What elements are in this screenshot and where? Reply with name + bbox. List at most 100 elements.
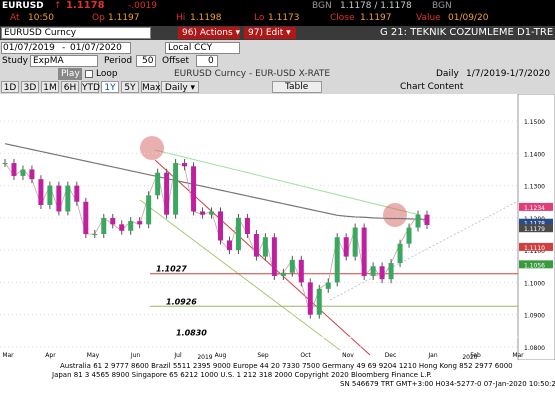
candle (307, 282, 313, 315)
x-tick-label: Sep (257, 352, 269, 359)
candle (101, 217, 107, 235)
candle (11, 163, 17, 176)
loop: Loop (96, 69, 118, 79)
y-tick-label: 1.0900 (524, 313, 545, 320)
label: Value (416, 13, 441, 23)
trend-channel (139, 199, 341, 351)
candle (397, 243, 403, 264)
period-input[interactable] (136, 55, 156, 67)
candle (325, 282, 331, 289)
y-tick-label: 1.1500 (524, 119, 545, 126)
source: BGN (432, 1, 452, 11)
candle (334, 237, 340, 283)
frequency: Daily (436, 69, 459, 79)
y-tick-label: 1.1300 (524, 184, 545, 191)
price-tag-label: 1.1110 (524, 245, 545, 252)
y-tick-label: 1.1000 (524, 280, 545, 287)
candle (56, 185, 62, 212)
price-tag (519, 202, 553, 211)
y-tick-label: 1.1100 (524, 248, 545, 255)
footer-line: Japan 81 3 4565 8900 Singapore 65 6212 1… (52, 371, 432, 379)
candle (352, 227, 358, 257)
y-tick-label: 1.1400 (524, 151, 545, 158)
date-range-input[interactable] (1, 42, 131, 54)
label: Study (2, 56, 28, 66)
security-input[interactable] (1, 27, 151, 39)
period-button[interactable]: 5Y (121, 81, 139, 93)
year-label: 2019 (197, 354, 212, 360)
candle (47, 185, 53, 205)
candle (424, 214, 430, 225)
page-title: G 21: TEKNIK COZUMLEME D1-TRE (380, 27, 554, 38)
candle (406, 227, 412, 244)
label: At (10, 13, 20, 23)
table-tab[interactable] (272, 81, 322, 93)
period-button[interactable]: 3D (21, 81, 39, 93)
period-button[interactable]: 1D (1, 81, 19, 93)
period-button[interactable]: YTD (81, 81, 100, 93)
candle (128, 221, 134, 231)
security: EURUSD Curncy (4, 28, 77, 38)
value-date: 01/09/20 (448, 13, 489, 23)
currency-select[interactable] (165, 42, 240, 54)
change: -.0019 (128, 1, 158, 11)
time: 10:50 (28, 13, 54, 23)
loop-checkbox[interactable] (85, 70, 93, 78)
period-button[interactable]: Max (141, 81, 161, 93)
x-tick-label: Nov (342, 352, 354, 359)
x-tick-label: Dec (385, 352, 397, 359)
x-tick-label: Jul (173, 352, 182, 359)
end-date: 01/07/2020 (70, 43, 122, 53)
candle (200, 211, 206, 215)
quote-bar (0, 0, 555, 25)
candle (74, 185, 80, 202)
x-tick-label: Mar (512, 352, 524, 359)
candle (217, 211, 223, 241)
candle (173, 163, 179, 215)
candle (379, 266, 385, 280)
actions-button[interactable] (178, 27, 240, 39)
offset: 0 (208, 56, 214, 66)
price-tag (519, 224, 553, 233)
footer-line: SN 546679 TRT GMT+3:00 H034-5277-0 07-Ja… (340, 380, 555, 388)
candle (361, 227, 367, 276)
play-button[interactable] (58, 68, 82, 80)
footer-line: Australia 61 2 9777 8600 Brazil 5511 239… (60, 362, 513, 370)
period-button[interactable]: 1M (41, 81, 59, 93)
candle (20, 169, 26, 176)
candle (155, 172, 161, 196)
currency: Local CCY (168, 43, 213, 53)
candle (316, 288, 322, 315)
high: 1.1198 (190, 13, 222, 23)
start-date: 01/07/2019 (3, 43, 55, 53)
edit: 97) Edit ▾ (248, 28, 291, 38)
study-select[interactable] (30, 55, 98, 67)
candle (137, 221, 143, 225)
x-tick-label: Feb (470, 352, 481, 359)
candle (119, 224, 125, 231)
candle (2, 163, 8, 165)
candle (29, 169, 35, 180)
last: 1.1178 (66, 0, 105, 11)
chart-content[interactable]: Chart Content (400, 82, 464, 92)
price-chart: 1.08001.09001.10001.11001.12001.13001.14… (0, 94, 555, 360)
period-button[interactable]: Daily ▾ (161, 81, 199, 93)
candle (343, 237, 349, 257)
x-tick-label: Aug (215, 352, 227, 359)
candle (110, 217, 116, 225)
price-tag-label: 1.1179 (524, 226, 545, 233)
y-tick-label: 1.0800 (524, 345, 545, 352)
period-button[interactable]: 1Y (101, 81, 119, 93)
candle (280, 272, 286, 276)
study: ExpMA (33, 56, 64, 66)
price-tag-label: 1.1234 (524, 205, 545, 212)
edit-button[interactable] (244, 27, 296, 39)
period-button[interactable]: 6H (61, 81, 79, 93)
footer (0, 360, 555, 400)
candle (271, 237, 277, 276)
x-tick-label: Apr (45, 352, 56, 359)
trend-line (154, 159, 371, 356)
source: BGN (312, 1, 332, 11)
table: Table (285, 82, 309, 92)
offset-input[interactable] (196, 55, 218, 67)
